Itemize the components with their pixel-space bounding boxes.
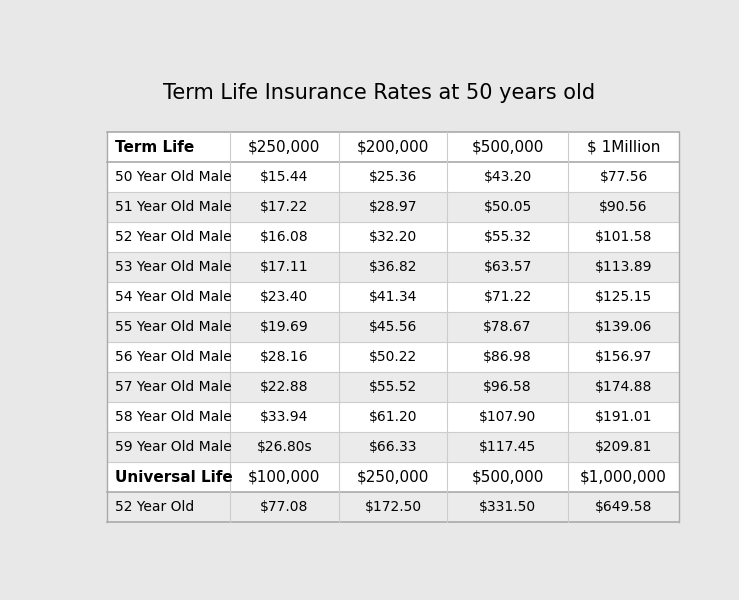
- Bar: [106, 192, 679, 222]
- Text: $28.97: $28.97: [369, 200, 418, 214]
- Text: $117.45: $117.45: [479, 440, 537, 454]
- Text: $17.11: $17.11: [260, 260, 309, 274]
- Text: 50 Year Old Male: 50 Year Old Male: [115, 170, 232, 184]
- Text: $26.80s: $26.80s: [256, 440, 312, 454]
- Text: $101.58: $101.58: [595, 230, 653, 244]
- Text: $250,000: $250,000: [248, 140, 321, 155]
- Text: $32.20: $32.20: [369, 230, 418, 244]
- Text: $649.58: $649.58: [595, 500, 653, 514]
- Text: $250,000: $250,000: [357, 470, 429, 485]
- Bar: [106, 282, 679, 312]
- Text: $61.20: $61.20: [369, 410, 418, 424]
- Bar: [106, 493, 679, 523]
- Text: 52 Year Old: 52 Year Old: [115, 500, 194, 514]
- Text: 53 Year Old Male: 53 Year Old Male: [115, 260, 232, 274]
- Bar: [106, 132, 679, 162]
- Text: $36.82: $36.82: [369, 260, 418, 274]
- Text: 56 Year Old Male: 56 Year Old Male: [115, 350, 232, 364]
- Text: $172.50: $172.50: [364, 500, 422, 514]
- Text: $191.01: $191.01: [595, 410, 653, 424]
- Text: $22.88: $22.88: [260, 380, 308, 394]
- Text: $23.40: $23.40: [260, 290, 308, 304]
- Text: $86.98: $86.98: [483, 350, 532, 364]
- Text: Term Life Insurance Rates at 50 years old: Term Life Insurance Rates at 50 years ol…: [163, 83, 595, 103]
- Text: $209.81: $209.81: [595, 440, 653, 454]
- Text: $500,000: $500,000: [471, 470, 544, 485]
- Bar: [106, 252, 679, 282]
- Text: $90.56: $90.56: [599, 200, 648, 214]
- Text: $50.05: $50.05: [483, 200, 532, 214]
- Bar: [106, 222, 679, 252]
- Bar: [106, 342, 679, 372]
- Text: $71.22: $71.22: [483, 290, 532, 304]
- Text: $139.06: $139.06: [595, 320, 653, 334]
- Text: $43.20: $43.20: [483, 170, 532, 184]
- Text: $63.57: $63.57: [483, 260, 532, 274]
- Bar: [106, 372, 679, 403]
- Bar: [106, 162, 679, 192]
- Text: 55 Year Old Male: 55 Year Old Male: [115, 320, 232, 334]
- Text: Universal Life: Universal Life: [115, 470, 233, 485]
- Text: $15.44: $15.44: [260, 170, 308, 184]
- Text: $19.69: $19.69: [260, 320, 309, 334]
- Text: $100,000: $100,000: [248, 470, 321, 485]
- Text: $107.90: $107.90: [479, 410, 537, 424]
- Text: $55.32: $55.32: [483, 230, 532, 244]
- Text: $45.56: $45.56: [369, 320, 418, 334]
- Text: Term Life: Term Life: [115, 140, 194, 155]
- Text: $33.94: $33.94: [260, 410, 308, 424]
- Text: $78.67: $78.67: [483, 320, 532, 334]
- Text: 54 Year Old Male: 54 Year Old Male: [115, 290, 232, 304]
- Bar: [106, 463, 679, 493]
- Text: $ 1Million: $ 1Million: [587, 140, 660, 155]
- Text: $55.52: $55.52: [369, 380, 418, 394]
- Text: $25.36: $25.36: [369, 170, 418, 184]
- Bar: [106, 403, 679, 433]
- Text: $113.89: $113.89: [595, 260, 653, 274]
- Text: $16.08: $16.08: [260, 230, 309, 244]
- Text: $41.34: $41.34: [369, 290, 418, 304]
- Text: 57 Year Old Male: 57 Year Old Male: [115, 380, 232, 394]
- Bar: [106, 312, 679, 342]
- Text: $66.33: $66.33: [369, 440, 418, 454]
- Text: 52 Year Old Male: 52 Year Old Male: [115, 230, 232, 244]
- Text: $174.88: $174.88: [595, 380, 653, 394]
- Text: $77.56: $77.56: [599, 170, 648, 184]
- Text: $200,000: $200,000: [357, 140, 429, 155]
- Text: 59 Year Old Male: 59 Year Old Male: [115, 440, 232, 454]
- Text: $331.50: $331.50: [479, 500, 537, 514]
- Text: $50.22: $50.22: [369, 350, 418, 364]
- Text: $500,000: $500,000: [471, 140, 544, 155]
- Text: 58 Year Old Male: 58 Year Old Male: [115, 410, 232, 424]
- Bar: [106, 433, 679, 463]
- Text: $17.22: $17.22: [260, 200, 308, 214]
- Text: 51 Year Old Male: 51 Year Old Male: [115, 200, 232, 214]
- Text: $156.97: $156.97: [595, 350, 653, 364]
- Text: $77.08: $77.08: [260, 500, 308, 514]
- Text: $125.15: $125.15: [595, 290, 653, 304]
- Text: $1,000,000: $1,000,000: [580, 470, 667, 485]
- Text: $28.16: $28.16: [260, 350, 309, 364]
- Text: $96.58: $96.58: [483, 380, 532, 394]
